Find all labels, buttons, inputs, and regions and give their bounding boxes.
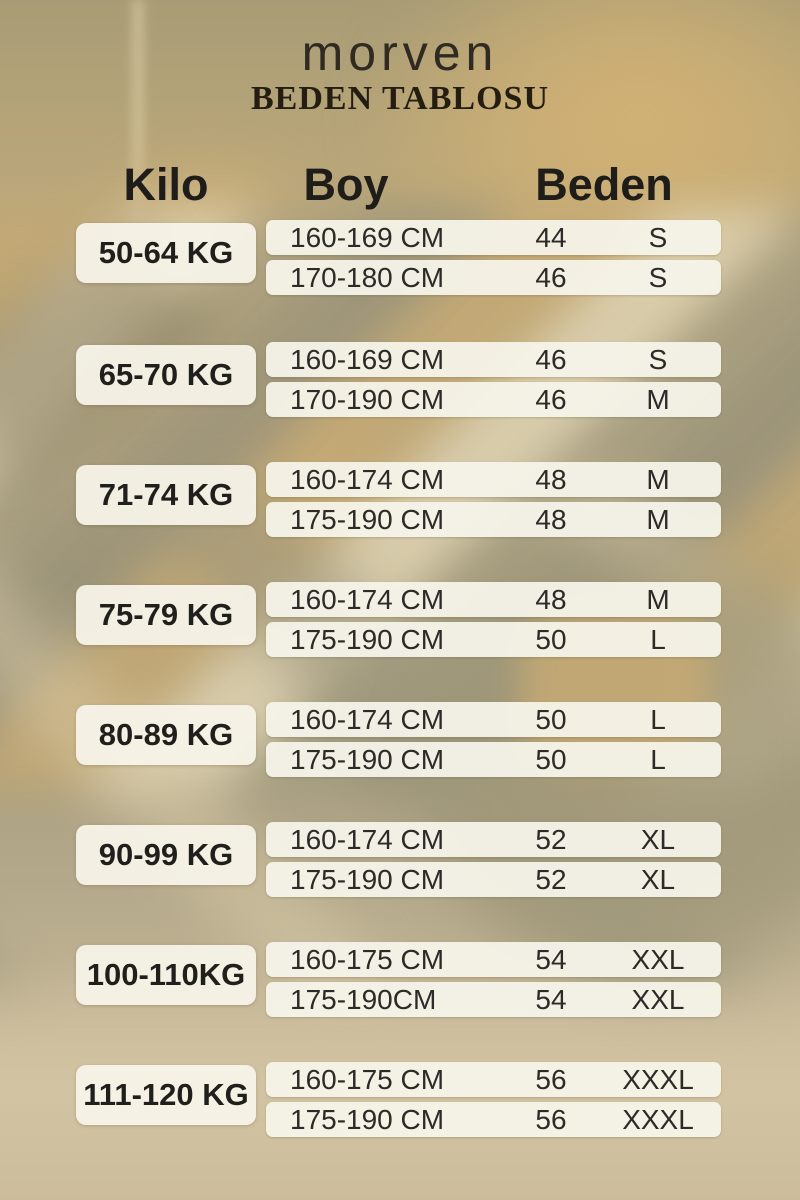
column-header-weight: Kilo	[123, 159, 209, 210]
size-group: 50-64 KG 160-169 CM 44 S 170-180 CM 46 S	[0, 220, 800, 300]
size-letter-cell: XXXL	[622, 1103, 694, 1135]
weight-range-badge: 50-64 KG	[76, 223, 256, 283]
height-range-cell: 160-174 CM	[290, 823, 445, 855]
height-range-cell: 160-175 CM	[290, 943, 445, 975]
size-number-cell: 46	[535, 343, 567, 375]
size-letter-cell: S	[648, 343, 668, 375]
size-group: 90-99 KG 160-174 CM 52 XL 175-190 CM 52 …	[0, 822, 800, 902]
table-row: 160-174 CM 48 M	[266, 582, 721, 617]
size-letter-cell: M	[646, 383, 670, 415]
size-number-cell: 50	[535, 743, 567, 775]
height-range-cell: 175-190 CM	[290, 743, 445, 775]
table-row: 160-175 CM 56 XXXL	[266, 1062, 721, 1097]
weight-range-badge: 75-79 KG	[76, 585, 256, 645]
size-letter-cell: XXXL	[622, 1063, 694, 1095]
size-number-cell: 56	[535, 1103, 567, 1135]
size-number-cell: 46	[535, 383, 567, 415]
weight-range-badge: 80-89 KG	[76, 705, 256, 765]
size-group: 80-89 KG 160-174 CM 50 L 175-190 CM 50 L	[0, 702, 800, 782]
size-group: 71-74 KG 160-174 CM 48 M 175-190 CM 48 M	[0, 462, 800, 542]
column-header-height: Boy	[303, 159, 389, 210]
size-number-cell: 44	[535, 221, 567, 253]
size-letter-cell: S	[648, 221, 668, 253]
size-group: 111-120 KG 160-175 CM 56 XXXL 175-190 CM…	[0, 1062, 800, 1142]
brand-logo: morven	[301, 25, 499, 81]
size-number-cell: 54	[535, 983, 567, 1015]
size-letter-cell: XXL	[631, 943, 685, 975]
table-row: 170-190 CM 46 M	[266, 382, 721, 417]
size-letter-cell: L	[650, 743, 666, 775]
height-range-cell: 175-190 CM	[290, 1103, 445, 1135]
size-group: 65-70 KG 160-169 CM 46 S 170-190 CM 46 M	[0, 342, 800, 422]
size-letter-cell: XL	[640, 863, 676, 895]
height-range-cell: 175-190 CM	[290, 863, 445, 895]
height-range-cell: 170-180 CM	[290, 261, 445, 293]
size-letter-cell: XXL	[631, 983, 685, 1015]
table-row: 175-190 CM 52 XL	[266, 862, 721, 897]
height-range-cell: 160-174 CM	[290, 703, 445, 735]
table-row: 160-174 CM 50 L	[266, 702, 721, 737]
size-letter-cell: M	[646, 583, 670, 615]
table-row: 160-169 CM 44 S	[266, 220, 721, 255]
table-row: 175-190 CM 50 L	[266, 742, 721, 777]
size-group: 75-79 KG 160-174 CM 48 M 175-190 CM 50 L	[0, 582, 800, 662]
size-number-cell: 48	[535, 583, 567, 615]
column-header-size: Beden	[535, 159, 673, 210]
size-number-cell: 48	[535, 463, 567, 495]
height-range-cell: 160-174 CM	[290, 583, 445, 615]
table-row: 175-190 CM 48 M	[266, 502, 721, 537]
size-group: 100-110KG 160-175 CM 54 XXL 175-190CM 54…	[0, 942, 800, 1022]
height-range-cell: 160-169 CM	[290, 343, 445, 375]
height-range-cell: 175-190 CM	[290, 503, 445, 535]
weight-range-badge: 100-110KG	[76, 945, 256, 1005]
size-letter-cell: L	[650, 623, 666, 655]
size-number-cell: 52	[535, 823, 567, 855]
size-number-cell: 54	[535, 943, 567, 975]
size-number-cell: 50	[535, 623, 567, 655]
size-number-cell: 52	[535, 863, 567, 895]
table-row: 175-190 CM 56 XXXL	[266, 1102, 721, 1137]
size-letter-cell: S	[648, 261, 668, 293]
table-row: 160-169 CM 46 S	[266, 342, 721, 377]
height-range-cell: 175-190CM	[290, 983, 437, 1015]
size-number-cell: 50	[535, 703, 567, 735]
table-row: 175-190 CM 50 L	[266, 622, 721, 657]
table-row: 160-174 CM 48 M	[266, 462, 721, 497]
size-number-cell: 48	[535, 503, 567, 535]
weight-range-badge: 111-120 KG	[76, 1065, 256, 1125]
size-letter-cell: XL	[640, 823, 676, 855]
page-title: BEDEN TABLOSU	[251, 80, 549, 117]
size-letter-cell: L	[650, 703, 666, 735]
height-range-cell: 170-190 CM	[290, 383, 445, 415]
size-letter-cell: M	[646, 503, 670, 535]
height-range-cell: 175-190 CM	[290, 623, 445, 655]
weight-range-badge: 71-74 KG	[76, 465, 256, 525]
table-row: 160-174 CM 52 XL	[266, 822, 721, 857]
size-number-cell: 56	[535, 1063, 567, 1095]
height-range-cell: 160-175 CM	[290, 1063, 445, 1095]
table-row: 160-175 CM 54 XXL	[266, 942, 721, 977]
weight-range-badge: 90-99 KG	[76, 825, 256, 885]
size-letter-cell: M	[646, 463, 670, 495]
table-row: 170-180 CM 46 S	[266, 260, 721, 295]
table-row: 175-190CM 54 XXL	[266, 982, 721, 1017]
size-number-cell: 46	[535, 261, 567, 293]
weight-range-badge: 65-70 KG	[76, 345, 256, 405]
height-range-cell: 160-169 CM	[290, 221, 445, 253]
height-range-cell: 160-174 CM	[290, 463, 445, 495]
